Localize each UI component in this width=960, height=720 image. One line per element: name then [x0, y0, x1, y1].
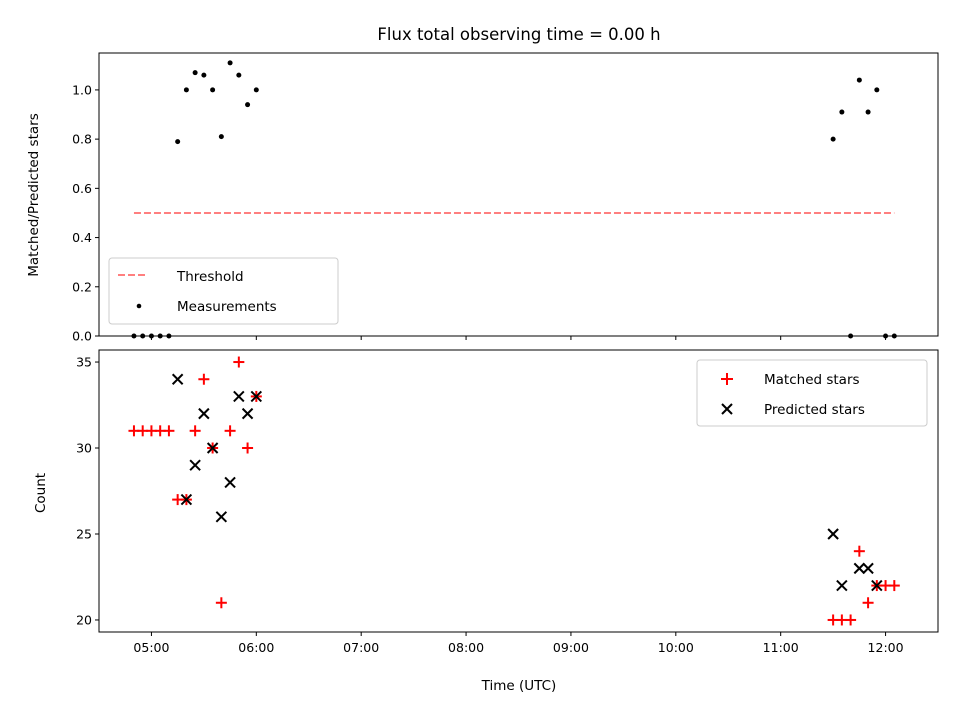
- legend-predicted-label: Predicted stars: [764, 402, 865, 418]
- matched-star-point: [845, 614, 857, 626]
- bottom-x-axis: 05:00 06:00 07:00 08:00 09:00 10:00 11:00 12:00: [133, 632, 904, 655]
- bottom-data-marks: [128, 356, 900, 626]
- legend-matched-marker: [721, 373, 733, 385]
- predicted-star-point: [206, 442, 219, 454]
- predicted-star-point: [250, 390, 263, 403]
- predicted-star-point: [862, 562, 874, 575]
- bottom-y-axis-label: Count: [33, 473, 49, 513]
- x-tick-label: 11:00: [763, 640, 799, 655]
- bottom-legend-box: [696, 359, 928, 427]
- matched-star-point: [224, 425, 236, 437]
- top-plot-frame: [98, 52, 939, 337]
- matched-star-point: [888, 580, 900, 592]
- top-y-tick-label: 1.0: [72, 82, 92, 97]
- measurement-point: [865, 109, 871, 115]
- top-legend-box: [108, 257, 339, 325]
- measurement-point: [227, 60, 233, 66]
- measurement-point: [856, 77, 862, 83]
- top-x-ticks: [150, 336, 887, 340]
- predicted-star-point: [233, 390, 245, 403]
- predicted-star-point: [853, 562, 866, 575]
- measurement-point: [192, 70, 198, 76]
- bottom-y-tick-label: 25: [76, 526, 92, 541]
- measurement-point: [175, 139, 181, 145]
- measurement-point: [201, 72, 207, 78]
- x-axis-label: Time (UTC): [481, 678, 557, 694]
- measurement-point: [839, 109, 845, 115]
- matched-star-point: [242, 442, 254, 454]
- matched-star-point: [853, 545, 865, 557]
- measurement-point: [236, 72, 242, 78]
- measurement-point: [148, 333, 154, 339]
- predicted-star-point: [180, 493, 193, 506]
- measurement-point: [166, 333, 172, 339]
- predicted-star-point: [224, 476, 236, 489]
- bottom-legend: Matched stars Predicted stars: [696, 359, 928, 427]
- predicted-star-point: [836, 579, 848, 592]
- x-tick-label: 12:00: [868, 640, 904, 655]
- matched-star-point: [862, 597, 874, 609]
- bottom-panel: 20 25 30 35 05:00 06:00 07:00 08:00 09:00 10:00 1…: [33, 349, 939, 694]
- measurement-point: [253, 87, 259, 93]
- measurement-point: [874, 87, 880, 93]
- legend-measurements-label: Measurements: [177, 299, 277, 315]
- matched-star-point: [198, 373, 210, 385]
- x-tick-label: 07:00: [343, 640, 379, 655]
- x-tick-label: 08:00: [448, 640, 484, 655]
- x-tick-label: 05:00: [133, 640, 169, 655]
- chart-title: Flux total observing time = 0.00 h: [377, 25, 660, 44]
- legend-threshold-label: Threshold: [176, 269, 244, 285]
- legend-predicted-marker: [721, 403, 733, 415]
- predicted-star-point: [215, 511, 228, 523]
- measurement-point: [218, 134, 224, 140]
- top-data-marks: [131, 60, 897, 339]
- top-y-tick-label: 0.8: [72, 132, 92, 147]
- predicted-star-point: [171, 373, 184, 385]
- measurement-point: [848, 333, 854, 339]
- measurement-point: [891, 333, 897, 339]
- top-y-tick-label: 0.4: [72, 230, 92, 245]
- top-y-tick-label: 0.2: [72, 279, 92, 294]
- top-y-axis-label: Matched/Predicted stars: [26, 113, 42, 276]
- bottom-y-axis: 20 25 30 35: [76, 355, 99, 627]
- measurement-point: [830, 136, 836, 142]
- matched-star-point: [215, 597, 227, 609]
- x-tick-label: 09:00: [553, 640, 589, 655]
- predicted-star-point: [198, 407, 210, 420]
- bottom-plot-frame: [98, 349, 939, 633]
- predicted-star-point: [189, 459, 201, 471]
- measurement-point: [210, 87, 216, 93]
- bottom-y-tick-label: 20: [76, 612, 92, 627]
- measurement-point: [131, 333, 137, 339]
- x-tick-label: 06:00: [238, 640, 274, 655]
- measurement-point: [183, 87, 189, 93]
- bottom-y-tick-label: 30: [76, 441, 92, 456]
- matched-star-point: [189, 425, 201, 437]
- bottom-y-tick-label: 35: [76, 355, 92, 370]
- matched-star-point: [233, 356, 245, 368]
- measurement-point: [883, 333, 889, 339]
- top-y-tick-label: 0.0: [72, 329, 92, 344]
- top-y-axis: 0.0 0.2 0.4 0.6 0.8 1.0: [72, 82, 99, 344]
- predicted-star-point: [241, 407, 254, 420]
- measurement-point: [245, 102, 251, 108]
- top-panel: 0.0 0.2 0.4 0.6 0.8 1.0 Matched/Predicted sta…: [26, 52, 939, 344]
- top-y-tick-label: 0.6: [72, 181, 92, 196]
- predicted-star-point: [871, 579, 883, 592]
- legend-matched-label: Matched stars: [764, 372, 860, 388]
- measurement-point: [157, 333, 163, 339]
- measurement-point: [140, 333, 146, 339]
- x-tick-label: 10:00: [658, 640, 694, 655]
- top-legend: Threshold Measurements: [108, 257, 339, 325]
- matched-star-point: [163, 425, 175, 437]
- legend-measurements-dot: [136, 303, 142, 309]
- predicted-star-point: [827, 528, 839, 540]
